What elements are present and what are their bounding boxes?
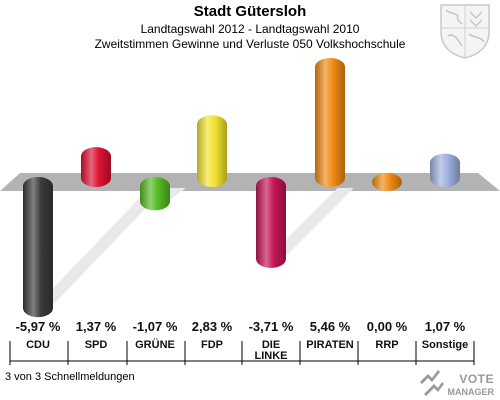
logo-text-manager: MANAGER xyxy=(447,387,495,397)
tick-label-piraten: PIRATEN xyxy=(306,339,354,351)
tick-label-sonstige: Sonstige xyxy=(422,339,468,351)
chart-baseline-band xyxy=(0,173,500,191)
bar-fdp xyxy=(197,115,227,187)
bar-shadow-cdu xyxy=(32,188,166,311)
tick-label-die-linke-0: DIE xyxy=(262,339,280,351)
page-title: Stadt Gütersloh xyxy=(193,3,307,20)
data-label-spd: 1,37 % xyxy=(76,319,117,334)
chart-subtitle-election: Landtagswahl 2012 - Landtagswahl 2010 xyxy=(140,22,360,36)
logo-text-vote: VOTE xyxy=(459,372,494,386)
data-label-fdp: 2,83 % xyxy=(192,319,233,334)
bar-shadow-die-linke xyxy=(265,188,354,261)
data-label-sonstige: 1,07 % xyxy=(425,319,466,334)
data-label-die-linke: -3,71 % xyxy=(249,319,294,334)
tick-label-spd: SPD xyxy=(85,339,108,351)
bar-piraten xyxy=(315,57,345,187)
data-label-cdu: -5,97 % xyxy=(16,319,61,334)
bar-spd xyxy=(81,147,111,187)
bar-gr-ne xyxy=(140,177,170,211)
data-label-gr-ne: -1,07 % xyxy=(133,319,178,334)
report-count-text: 3 von 3 Schnellmeldungen xyxy=(5,371,135,383)
data-label-piraten: 5,46 % xyxy=(310,319,351,334)
coat-of-arms-icon xyxy=(440,4,490,59)
tick-label-rrp: RRP xyxy=(375,339,398,351)
data-label-rrp: 0,00 % xyxy=(367,319,408,334)
tick-label-cdu: CDU xyxy=(26,339,50,351)
bar-rrp xyxy=(372,173,402,191)
bar-cdu xyxy=(23,177,53,318)
bar-sonstige xyxy=(430,153,460,187)
bar-die-linke xyxy=(256,177,286,268)
tick-label-gr-ne: GRÜNE xyxy=(135,338,175,351)
chart-subtitle-district: Zweitstimmen Gewinne und Verluste 050 Vo… xyxy=(94,37,406,51)
tick-label-die-linke-1: LINKE xyxy=(255,350,288,362)
tick-label-fdp: FDP xyxy=(201,339,223,351)
votemanager-logo xyxy=(420,370,444,396)
